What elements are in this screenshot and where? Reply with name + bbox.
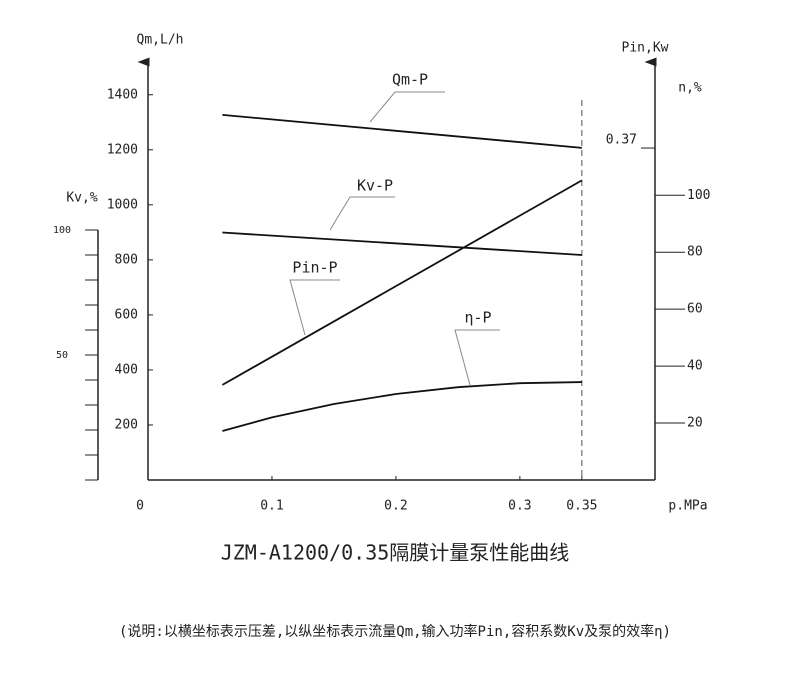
chart-title: JZM-A1200/0.35隔膜计量泵性能曲线: [221, 541, 570, 565]
y2-tick-label: 100: [687, 188, 710, 203]
line: [222, 231, 582, 256]
series-label: Qm-P: [392, 71, 428, 89]
kv-axis-title: Kv,%: [66, 191, 97, 206]
y2-tick-label: 60: [687, 302, 703, 317]
y2-tick-label: 40: [687, 359, 703, 374]
y2-tick-label: 20: [687, 416, 703, 431]
pin-tick-label: 0.37: [606, 133, 637, 148]
line: [222, 381, 582, 432]
x-tick-label: 0.1: [260, 499, 283, 514]
series-label: Kv-P: [357, 177, 393, 195]
x-tick-label: 0.3: [508, 499, 531, 514]
leader: [454, 329, 500, 386]
y2-tick-label: 80: [687, 245, 703, 260]
pin-axis-title: Pin,Kw: [622, 41, 669, 56]
y-tick-label: 800: [115, 252, 138, 267]
kv-tick-label: 50: [56, 350, 68, 361]
y-tick-label: 400: [115, 362, 138, 377]
leader: [289, 279, 340, 336]
x-tick-label: 0.35: [566, 499, 597, 514]
x-tick-label: 0.2: [384, 499, 407, 514]
y-tick-label: 1400: [107, 87, 138, 102]
y2-axis-title: n,%: [678, 81, 702, 96]
note: (说明:以横坐标表示压差,以纵坐标表示流量Qm,输入功率Pin,容积系数Kv及泵…: [119, 623, 671, 640]
x-tick-label: 0: [136, 499, 144, 514]
series-label: η-P: [464, 309, 491, 327]
y-tick-label: 200: [115, 417, 138, 432]
y-axis-title: Qm,L/h: [137, 33, 184, 48]
y-tick-label: 1200: [107, 142, 138, 157]
line: [221, 179, 583, 386]
series-label: Pin-P: [292, 259, 337, 277]
line: [222, 113, 582, 149]
x-axis-title: p.MPa: [668, 499, 707, 514]
leader: [329, 196, 395, 231]
y-tick-label: 1000: [107, 197, 138, 212]
leader: [369, 91, 445, 123]
kv-tick-label: 100: [53, 225, 71, 236]
y-tick-label: 600: [115, 307, 138, 322]
